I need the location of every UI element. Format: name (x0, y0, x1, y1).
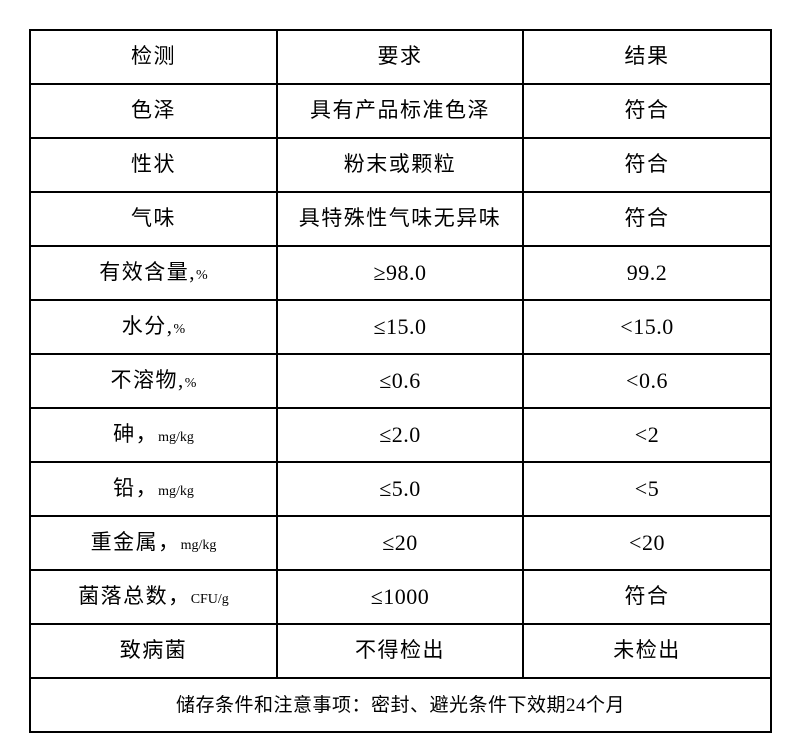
result-value: <15.0 (620, 313, 674, 339)
table-row: 铅，mg/kg ≤5.0 <5 (29, 461, 772, 517)
cell-result: 未检出 (522, 623, 772, 679)
item-label: 色泽 (131, 98, 176, 123)
cell-result: <20 (522, 515, 772, 571)
item-label: 不溶物, (110, 368, 185, 393)
storage-note-cell: 储存条件和注意事项：密封、避光条件下效期24个月 (29, 677, 772, 733)
requirement-value: ≤5.0 (379, 475, 421, 501)
item-label: 致病菌 (119, 638, 188, 663)
cell-requirement: ≥98.0 (276, 245, 524, 301)
result-value: 符合 (624, 584, 670, 609)
requirement-value: 不得检出 (355, 638, 445, 663)
result-value: 符合 (624, 206, 670, 231)
header-label-result: 结果 (624, 44, 670, 69)
cell-item: 气味 (29, 191, 278, 247)
storage-note-text: 储存条件和注意事项：密封、避光条件下效期24个月 (175, 695, 625, 717)
cell-requirement: ≤15.0 (276, 299, 524, 355)
item-unit: mg/kg (158, 484, 194, 500)
table-row: 菌落总数，CFU/g ≤1000 符合 (29, 569, 772, 625)
header-cell-item: 检测 (29, 29, 278, 85)
requirement-value: ≤20 (382, 529, 418, 555)
result-value: <0.6 (626, 367, 668, 393)
cell-item: 菌落总数，CFU/g (29, 569, 278, 625)
cell-result: 符合 (522, 83, 772, 139)
item-label: 砷， (113, 422, 159, 447)
result-value: 99.2 (626, 259, 668, 285)
result-value: <5 (634, 475, 660, 501)
requirement-value: ≥98.0 (373, 259, 427, 285)
result-value: <2 (634, 421, 660, 447)
item-unit: mg/kg (158, 430, 194, 446)
item-unit: CFU/g (190, 592, 229, 608)
item-unit: % (196, 268, 208, 284)
item-label: 有效含量, (99, 260, 197, 285)
header-cell-requirement: 要求 (276, 29, 524, 85)
requirement-value: 粉末或颗粒 (343, 152, 457, 177)
cell-result: <5 (522, 461, 772, 517)
table-header-row: 检测 要求 结果 (29, 29, 772, 85)
cell-result: <2 (522, 407, 772, 463)
specification-table: 检测 要求 结果 色泽 具有产品标准色泽 符合 (29, 29, 772, 733)
requirement-value: ≤1000 (370, 583, 430, 609)
cell-result: 符合 (522, 569, 772, 625)
item-unit: % (173, 322, 186, 338)
header-cell-result: 结果 (522, 29, 772, 85)
cell-requirement: ≤2.0 (276, 407, 524, 463)
cell-requirement: ≤1000 (276, 569, 524, 625)
cell-requirement: ≤5.0 (276, 461, 524, 517)
cell-item: 有效含量,% (29, 245, 278, 301)
requirement-value: ≤2.0 (379, 421, 421, 447)
cell-item: 水分,% (29, 299, 278, 355)
table-row: 不溶物,% ≤0.6 <0.6 (29, 353, 772, 409)
item-unit: mg/kg (180, 538, 217, 554)
table-row: 性状 粉末或颗粒 符合 (29, 137, 772, 193)
cell-item: 性状 (29, 137, 278, 193)
table-row: 重金属，mg/kg ≤20 <20 (29, 515, 772, 571)
cell-requirement: 具特殊性气味无异味 (276, 191, 524, 247)
requirement-value: ≤15.0 (373, 313, 427, 339)
table-row: 气味 具特殊性气味无异味 符合 (29, 191, 772, 247)
table-row: 色泽 具有产品标准色泽 符合 (29, 83, 772, 139)
cell-result: 99.2 (522, 245, 772, 301)
cell-item: 不溶物,% (29, 353, 278, 409)
cell-result: <0.6 (522, 353, 772, 409)
table-row: 砷，mg/kg ≤2.0 <2 (29, 407, 772, 463)
table-row: 水分,% ≤15.0 <15.0 (29, 299, 772, 355)
cell-result: <15.0 (522, 299, 772, 355)
cell-requirement: 不得检出 (276, 623, 524, 679)
item-label: 气味 (131, 206, 176, 231)
cell-requirement: ≤0.6 (276, 353, 524, 409)
cell-item: 色泽 (29, 83, 278, 139)
cell-requirement: 具有产品标准色泽 (276, 83, 524, 139)
result-value: 未检出 (613, 638, 681, 663)
item-label: 菌落总数， (78, 584, 191, 609)
item-label: 性状 (131, 152, 176, 177)
result-value: 符合 (624, 98, 670, 123)
cell-item: 铅，mg/kg (29, 461, 278, 517)
cell-result: 符合 (522, 137, 772, 193)
header-label-item: 检测 (131, 44, 176, 69)
cell-result: 符合 (522, 191, 772, 247)
cell-requirement: 粉末或颗粒 (276, 137, 524, 193)
item-label: 铅， (113, 476, 159, 501)
item-unit: % (184, 376, 197, 392)
requirement-value: ≤0.6 (379, 367, 421, 393)
requirement-value: 具有产品标准色泽 (310, 98, 490, 123)
table-footer-row: 储存条件和注意事项：密封、避光条件下效期24个月 (29, 677, 772, 733)
table-row: 有效含量,% ≥98.0 99.2 (29, 245, 772, 301)
requirement-value: 具特殊性气味无异味 (298, 206, 502, 231)
cell-item: 致病菌 (29, 623, 278, 679)
cell-requirement: ≤20 (276, 515, 524, 571)
result-value: 符合 (624, 152, 670, 177)
item-label: 水分, (121, 314, 174, 339)
specification-sheet: 检测 要求 结果 色泽 具有产品标准色泽 符合 (29, 29, 772, 733)
table-row: 致病菌 不得检出 未检出 (29, 623, 772, 679)
cell-item: 重金属，mg/kg (29, 515, 278, 571)
table-body: 检测 要求 结果 色泽 具有产品标准色泽 符合 (29, 29, 772, 733)
cell-item: 砷，mg/kg (29, 407, 278, 463)
item-label: 重金属， (90, 530, 181, 555)
header-label-requirement: 要求 (377, 44, 423, 69)
result-value: <20 (629, 529, 665, 555)
